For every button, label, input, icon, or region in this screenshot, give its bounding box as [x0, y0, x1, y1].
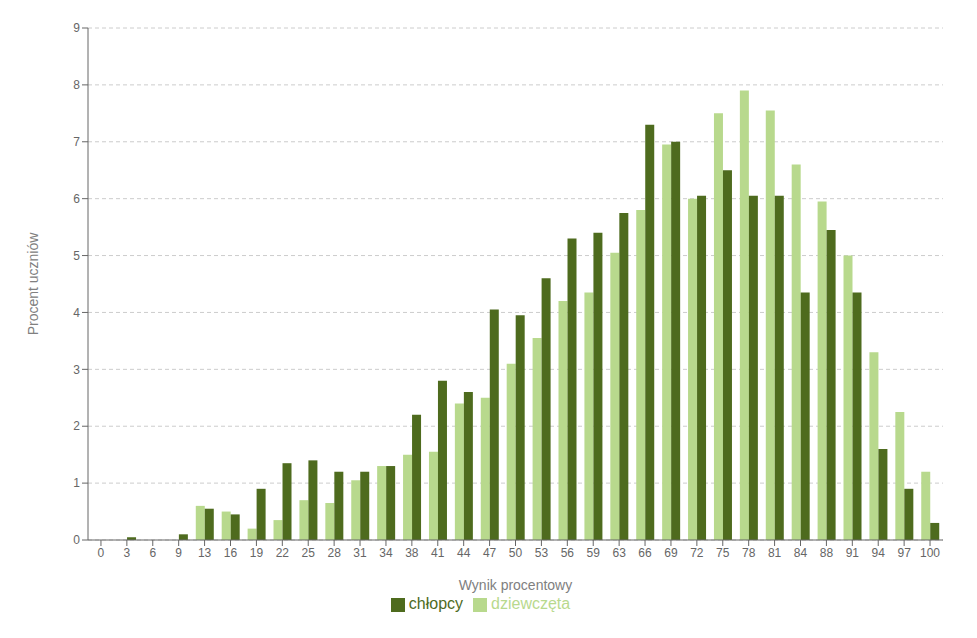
svg-text:Wynik procentowy: Wynik procentowy — [459, 577, 572, 593]
svg-text:0: 0 — [73, 533, 80, 547]
svg-text:94: 94 — [872, 546, 886, 560]
html-text:dziewczęta: dziewczęta — [491, 595, 571, 612]
svg-text:100: 100 — [920, 546, 940, 560]
html-text:chłopcy: chłopcy — [408, 595, 463, 612]
svg-text:3: 3 — [124, 546, 131, 560]
svg-text:88: 88 — [820, 546, 834, 560]
svg-text:63: 63 — [612, 546, 626, 560]
svg-text:Procent uczniów: Procent uczniów — [25, 232, 41, 336]
svg-text:59: 59 — [587, 546, 601, 560]
svg-text:3: 3 — [73, 363, 80, 377]
svg-text:72: 72 — [690, 546, 704, 560]
svg-text:50: 50 — [509, 546, 523, 560]
svg-text:5: 5 — [73, 249, 80, 263]
svg-text:6: 6 — [73, 192, 80, 206]
svg-text:56: 56 — [561, 546, 575, 560]
svg-text:25: 25 — [302, 546, 316, 560]
svg-text:78: 78 — [742, 546, 756, 560]
svg-text:31: 31 — [353, 546, 367, 560]
svg-text:84: 84 — [794, 546, 808, 560]
svg-text:69: 69 — [664, 546, 678, 560]
svg-text:0: 0 — [98, 546, 105, 560]
svg-text:47: 47 — [483, 546, 497, 560]
svg-text:16: 16 — [224, 546, 238, 560]
svg-text:9: 9 — [175, 546, 182, 560]
svg-text:8: 8 — [73, 78, 80, 92]
svg-text:41: 41 — [431, 546, 445, 560]
svg-text:38: 38 — [405, 546, 419, 560]
svg-text:91: 91 — [846, 546, 860, 560]
svg-text:66: 66 — [638, 546, 652, 560]
svg-text:19: 19 — [250, 546, 264, 560]
svg-text:7: 7 — [73, 135, 80, 149]
svg-text:34: 34 — [379, 546, 393, 560]
svg-text:22: 22 — [276, 546, 290, 560]
svg-text:81: 81 — [768, 546, 782, 560]
svg-text:4: 4 — [73, 306, 80, 320]
svg-text:9: 9 — [73, 21, 80, 35]
svg-text:2: 2 — [73, 419, 80, 433]
svg-text:13: 13 — [198, 546, 212, 560]
svg-text:75: 75 — [716, 546, 730, 560]
svg-text:53: 53 — [535, 546, 549, 560]
svg-text:6: 6 — [149, 546, 156, 560]
svg-text:97: 97 — [897, 546, 911, 560]
svg-text:44: 44 — [457, 546, 471, 560]
svg-text:1: 1 — [73, 476, 80, 490]
svg-text:28: 28 — [327, 546, 341, 560]
